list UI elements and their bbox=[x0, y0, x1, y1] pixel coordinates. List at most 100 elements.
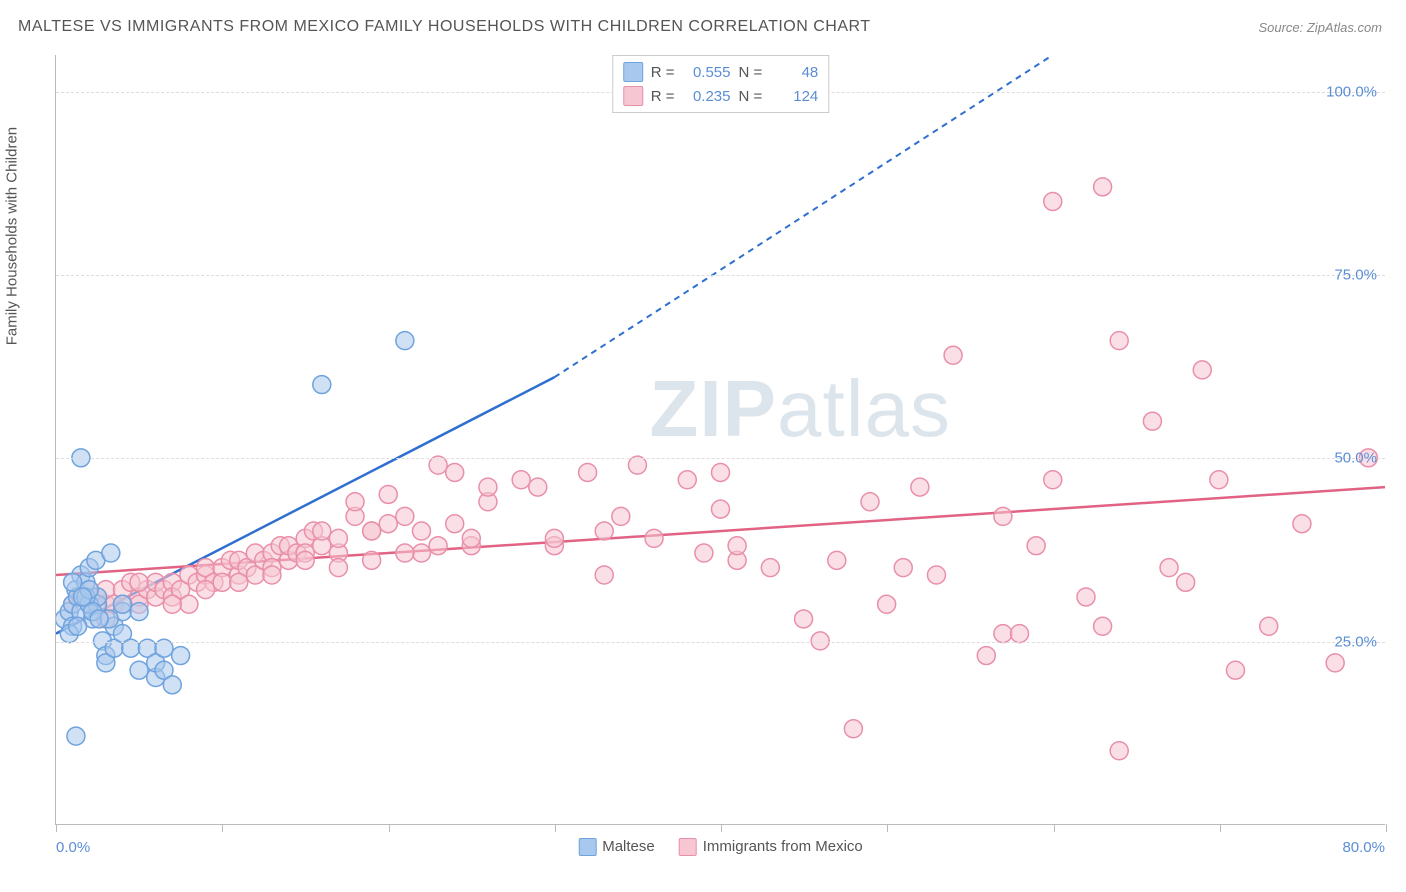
data-point bbox=[379, 485, 397, 503]
x-tick bbox=[1220, 824, 1221, 832]
data-point bbox=[1011, 625, 1029, 643]
bottom-legend: Maltese Immigrants from Mexico bbox=[578, 838, 863, 856]
data-point bbox=[1027, 537, 1045, 555]
data-point bbox=[446, 515, 464, 533]
stats-row: R = 0.235 N = 124 bbox=[623, 84, 819, 108]
y-tick-label: 75.0% bbox=[1334, 267, 1377, 284]
data-point bbox=[346, 493, 364, 511]
legend-label: Immigrants from Mexico bbox=[703, 838, 863, 855]
scatter-plot: R = 0.555 N = 48 R = 0.235 N = 124 ZIPat… bbox=[55, 55, 1385, 825]
data-point bbox=[1094, 617, 1112, 635]
data-point bbox=[296, 551, 314, 569]
stats-n-value: 124 bbox=[770, 88, 818, 105]
y-tick-label: 100.0% bbox=[1326, 83, 1377, 100]
data-point bbox=[396, 507, 414, 525]
data-point bbox=[828, 551, 846, 569]
data-point bbox=[1177, 573, 1195, 591]
data-point bbox=[230, 573, 248, 591]
data-point bbox=[994, 507, 1012, 525]
x-tick bbox=[1054, 824, 1055, 832]
stats-r-value: 0.235 bbox=[683, 88, 731, 105]
legend-swatch bbox=[623, 86, 643, 106]
data-point bbox=[645, 529, 663, 547]
data-point bbox=[197, 581, 215, 599]
data-point bbox=[595, 522, 613, 540]
data-point bbox=[1326, 654, 1344, 672]
data-point bbox=[1110, 742, 1128, 760]
data-point bbox=[90, 610, 108, 628]
data-point bbox=[512, 471, 530, 489]
stats-row: R = 0.555 N = 48 bbox=[623, 60, 819, 84]
data-point bbox=[396, 544, 414, 562]
chart-title: MALTESE VS IMMIGRANTS FROM MEXICO FAMILY… bbox=[18, 18, 871, 36]
x-tick bbox=[721, 824, 722, 832]
legend-label: Maltese bbox=[602, 838, 655, 855]
x-tick bbox=[222, 824, 223, 832]
data-point bbox=[861, 493, 879, 511]
data-point bbox=[329, 529, 347, 547]
stats-n-label: N = bbox=[739, 88, 763, 105]
plot-svg bbox=[56, 55, 1385, 824]
data-point bbox=[130, 603, 148, 621]
data-point bbox=[712, 463, 730, 481]
data-point bbox=[213, 573, 231, 591]
data-point bbox=[446, 463, 464, 481]
data-point bbox=[462, 529, 480, 547]
data-point bbox=[429, 537, 447, 555]
source-attribution: Source: ZipAtlas.com bbox=[1258, 20, 1382, 35]
data-point bbox=[102, 544, 120, 562]
stats-n-value: 48 bbox=[770, 64, 818, 81]
x-axis-min-label: 0.0% bbox=[56, 839, 90, 856]
data-point bbox=[363, 522, 381, 540]
stats-n-label: N = bbox=[739, 64, 763, 81]
data-point bbox=[1143, 412, 1161, 430]
data-point bbox=[67, 727, 85, 745]
data-point bbox=[878, 595, 896, 613]
data-point bbox=[1044, 471, 1062, 489]
data-point bbox=[994, 625, 1012, 643]
stats-r-label: R = bbox=[651, 64, 675, 81]
legend-item: Maltese bbox=[578, 838, 655, 856]
gridline bbox=[56, 458, 1385, 459]
data-point bbox=[180, 595, 198, 613]
data-point bbox=[1210, 471, 1228, 489]
data-point bbox=[363, 551, 381, 569]
data-point bbox=[412, 544, 430, 562]
x-tick bbox=[56, 824, 57, 832]
data-point bbox=[263, 566, 281, 584]
data-point bbox=[69, 617, 87, 635]
y-tick-label: 50.0% bbox=[1334, 450, 1377, 467]
x-tick bbox=[389, 824, 390, 832]
data-point bbox=[479, 478, 497, 496]
data-point bbox=[396, 332, 414, 350]
data-point bbox=[172, 647, 190, 665]
data-point bbox=[678, 471, 696, 489]
data-point bbox=[977, 647, 995, 665]
legend-swatch bbox=[623, 62, 643, 82]
gridline bbox=[56, 275, 1385, 276]
data-point bbox=[412, 522, 430, 540]
data-point bbox=[911, 478, 929, 496]
legend-item: Immigrants from Mexico bbox=[679, 838, 863, 856]
data-point bbox=[130, 573, 148, 591]
x-tick bbox=[1386, 824, 1387, 832]
data-point bbox=[545, 529, 563, 547]
data-point bbox=[1094, 178, 1112, 196]
data-point bbox=[529, 478, 547, 496]
data-point bbox=[1193, 361, 1211, 379]
legend-swatch bbox=[578, 838, 596, 856]
legend-swatch bbox=[679, 838, 697, 856]
data-point bbox=[595, 566, 613, 584]
data-point bbox=[944, 346, 962, 364]
data-point bbox=[313, 376, 331, 394]
data-point bbox=[329, 559, 347, 577]
data-point bbox=[113, 595, 131, 613]
data-point bbox=[1226, 661, 1244, 679]
data-point bbox=[712, 500, 730, 518]
data-point bbox=[1044, 192, 1062, 210]
data-point bbox=[130, 661, 148, 679]
data-point bbox=[844, 720, 862, 738]
data-point bbox=[1110, 332, 1128, 350]
data-point bbox=[163, 676, 181, 694]
data-point bbox=[163, 595, 181, 613]
